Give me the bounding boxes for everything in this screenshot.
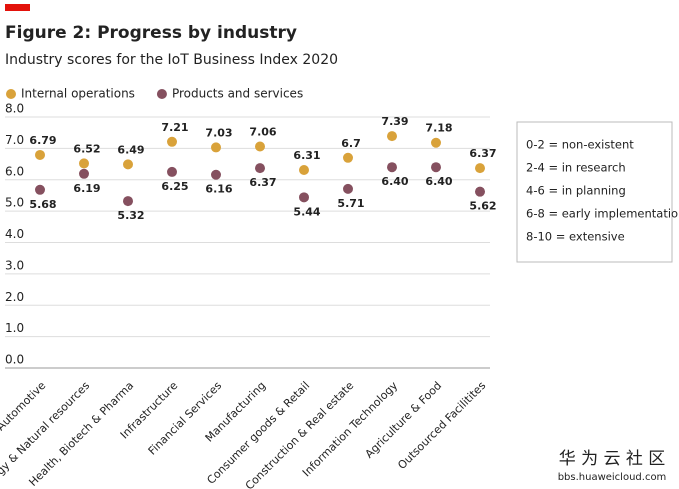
scale-key-item: 6-8 = early implementation — [526, 207, 679, 221]
scale-key-item: 4-6 = in planning — [526, 184, 626, 198]
y-tick-label: 5.0 — [5, 196, 24, 210]
y-tick-label: 6.0 — [5, 164, 24, 178]
data-label: 5.71 — [337, 197, 364, 210]
data-label: 5.62 — [469, 200, 496, 213]
data-label: 6.49 — [117, 143, 144, 156]
data-label: 6.19 — [73, 182, 100, 195]
data-label: 6.16 — [205, 183, 232, 196]
data-label: 5.44 — [293, 205, 320, 218]
data-label: 6.37 — [469, 147, 496, 160]
data-label: 7.06 — [249, 125, 276, 138]
dot — [79, 168, 89, 179]
data-label: 6.25 — [161, 180, 188, 193]
scale-key-item: 2-4 = in research — [526, 161, 626, 175]
y-tick-label: 8.0 — [5, 102, 24, 116]
data-label: 7.39 — [381, 115, 408, 128]
chart-title: Figure 2: Progress by industry — [5, 23, 297, 43]
dot — [35, 184, 45, 195]
watermark: bbs.huaweicloud.com — [558, 472, 667, 483]
dot — [431, 162, 441, 173]
dot — [167, 136, 177, 147]
dot — [299, 165, 309, 176]
dot — [343, 183, 353, 194]
y-tick-label: 7.0 — [5, 133, 24, 147]
data-label: 6.40 — [381, 175, 408, 188]
dot — [255, 163, 265, 174]
data-label: 6.31 — [293, 149, 320, 162]
data-label: 5.32 — [117, 209, 144, 222]
data-label: 6.40 — [425, 175, 452, 188]
dot — [475, 186, 485, 197]
data-label: 6.37 — [249, 176, 276, 189]
x-tick-label: Agriculture & Food — [363, 379, 445, 461]
data-label: 6.7 — [341, 137, 361, 150]
y-tick-label: 3.0 — [5, 258, 24, 272]
chart-subtitle: Industry scores for the IoT Business Ind… — [5, 52, 338, 68]
scale-key-item: 0-2 = non-existent — [526, 138, 634, 152]
dot — [211, 169, 221, 180]
legend-label: Internal operations — [21, 87, 135, 101]
dot — [167, 166, 177, 177]
dot — [211, 142, 221, 153]
dot — [387, 131, 397, 142]
data-label: 7.21 — [161, 121, 188, 134]
data-label: 5.68 — [29, 198, 56, 211]
dot — [255, 141, 265, 152]
watermark: 华 为 云 社 区 — [559, 449, 666, 469]
legend-marker — [156, 89, 167, 99]
y-tick-label: 0.0 — [5, 353, 24, 367]
title-accent — [5, 4, 30, 11]
data-label: 6.52 — [73, 142, 100, 155]
dot — [35, 149, 45, 160]
y-tick-label: 4.0 — [5, 227, 24, 241]
y-tick-label: 2.0 — [5, 290, 24, 304]
dot — [123, 196, 133, 207]
x-tick-label: Financial Services — [146, 379, 225, 458]
dot — [475, 163, 485, 174]
data-label: 7.18 — [425, 122, 452, 135]
legend-label: Products and services — [172, 87, 303, 101]
scale-key-item: 8-10 = extensive — [526, 230, 625, 244]
dot — [431, 137, 441, 148]
dot — [343, 152, 353, 163]
legend-marker — [6, 89, 16, 99]
x-tick-label: Outsourced Facilitites — [395, 379, 488, 472]
data-label: 6.79 — [29, 134, 56, 147]
scale-key-box — [516, 121, 673, 263]
y-tick-label: 1.0 — [5, 321, 24, 335]
dot — [123, 159, 133, 170]
dot — [387, 162, 397, 173]
data-label: 7.03 — [205, 126, 232, 139]
dot — [79, 158, 89, 169]
dot — [299, 192, 309, 203]
